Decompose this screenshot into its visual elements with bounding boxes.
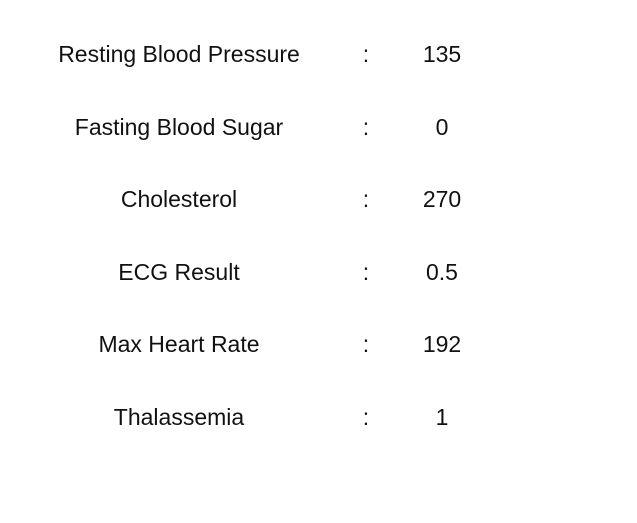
row-separator: : [356, 252, 376, 292]
row-value: 1 [402, 397, 482, 437]
row-separator: : [356, 397, 376, 437]
row-value: 0.5 [402, 252, 482, 292]
row-value: 135 [402, 34, 482, 74]
row-value: 192 [402, 324, 482, 364]
row-label: Max Heart Rate [30, 324, 328, 364]
row-label: ECG Result [30, 252, 328, 292]
row-value: 0 [402, 107, 482, 147]
patient-data-list: Resting Blood Pressure : 135 Fasting Blo… [0, 34, 637, 469]
row-fasting-blood-sugar: Fasting Blood Sugar : 0 [0, 107, 637, 180]
row-label: Thalassemia [30, 397, 328, 437]
row-separator: : [356, 107, 376, 147]
row-thalassemia: Thalassemia : 1 [0, 397, 637, 470]
row-separator: : [356, 179, 376, 219]
row-label: Fasting Blood Sugar [30, 107, 328, 147]
row-separator: : [356, 324, 376, 364]
row-resting-blood-pressure: Resting Blood Pressure : 135 [0, 34, 637, 107]
row-label: Resting Blood Pressure [30, 34, 328, 74]
row-cholesterol: Cholesterol : 270 [0, 179, 637, 252]
row-value: 270 [402, 179, 482, 219]
row-ecg-result: ECG Result : 0.5 [0, 252, 637, 325]
row-label: Cholesterol [30, 179, 328, 219]
row-max-heart-rate: Max Heart Rate : 192 [0, 324, 637, 397]
row-separator: : [356, 34, 376, 74]
